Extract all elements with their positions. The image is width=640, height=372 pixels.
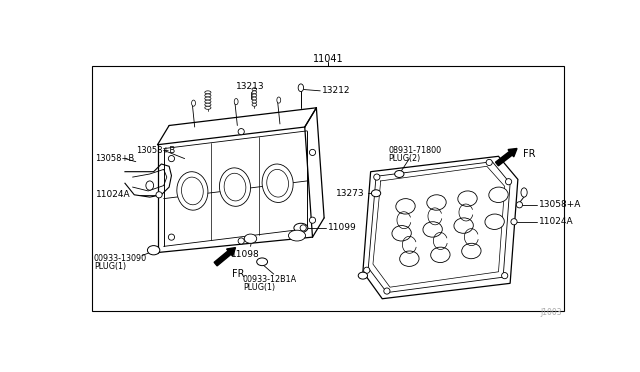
Ellipse shape (358, 272, 367, 279)
Text: 11098: 11098 (231, 250, 260, 259)
Ellipse shape (224, 173, 246, 201)
Text: 13212: 13212 (322, 86, 350, 95)
Ellipse shape (262, 164, 293, 202)
Ellipse shape (489, 187, 508, 202)
Ellipse shape (252, 97, 257, 100)
Ellipse shape (289, 230, 305, 241)
Text: PLUG(2): PLUG(2) (388, 154, 420, 163)
Ellipse shape (392, 225, 412, 241)
Text: 11024A: 11024A (539, 217, 573, 226)
Circle shape (238, 129, 244, 135)
Circle shape (309, 150, 316, 155)
Ellipse shape (220, 168, 250, 206)
Ellipse shape (267, 169, 289, 197)
Ellipse shape (252, 103, 257, 106)
Ellipse shape (182, 177, 204, 205)
Ellipse shape (277, 97, 281, 103)
Text: 13058+B: 13058+B (95, 154, 135, 163)
Bar (92, 66, 564, 311)
Ellipse shape (521, 188, 527, 197)
Ellipse shape (371, 190, 381, 197)
Ellipse shape (461, 243, 481, 259)
Ellipse shape (146, 181, 154, 190)
Ellipse shape (485, 214, 504, 230)
Text: 13058+B: 13058+B (136, 147, 175, 155)
Ellipse shape (298, 84, 303, 92)
Ellipse shape (205, 94, 211, 97)
Ellipse shape (244, 234, 257, 243)
Circle shape (374, 174, 380, 180)
Ellipse shape (257, 258, 268, 266)
Ellipse shape (423, 222, 442, 237)
Ellipse shape (431, 247, 450, 263)
Ellipse shape (458, 191, 477, 206)
Circle shape (309, 217, 316, 223)
Circle shape (168, 155, 175, 162)
Circle shape (511, 219, 517, 225)
Ellipse shape (252, 94, 257, 97)
Ellipse shape (395, 170, 404, 177)
FancyArrow shape (495, 148, 517, 166)
Circle shape (300, 225, 307, 231)
Ellipse shape (147, 246, 160, 255)
Text: 13273: 13273 (336, 189, 364, 198)
Ellipse shape (252, 100, 257, 103)
Circle shape (486, 159, 492, 166)
Ellipse shape (294, 223, 308, 232)
Ellipse shape (396, 199, 415, 214)
Circle shape (506, 179, 511, 185)
Ellipse shape (427, 195, 446, 210)
Polygon shape (363, 156, 518, 299)
Ellipse shape (234, 99, 238, 105)
Text: FR: FR (232, 269, 244, 279)
Ellipse shape (252, 91, 257, 94)
Text: 13058+A: 13058+A (539, 200, 581, 209)
Ellipse shape (454, 218, 474, 233)
Ellipse shape (205, 97, 211, 100)
Circle shape (516, 202, 522, 208)
Ellipse shape (400, 251, 419, 266)
Ellipse shape (205, 106, 211, 109)
Ellipse shape (205, 103, 211, 106)
Text: J1003: J1003 (540, 308, 562, 317)
Text: 00933-13090: 00933-13090 (94, 254, 147, 263)
Text: 11041: 11041 (313, 54, 343, 64)
Ellipse shape (252, 88, 257, 91)
Text: 11024A: 11024A (95, 190, 130, 199)
Text: 11099: 11099 (328, 224, 356, 232)
FancyArrow shape (214, 248, 236, 266)
Ellipse shape (177, 172, 208, 210)
Text: 00933-12B1A: 00933-12B1A (243, 275, 297, 284)
Circle shape (156, 192, 162, 198)
Circle shape (384, 288, 390, 294)
Circle shape (502, 273, 508, 279)
Ellipse shape (191, 100, 195, 106)
Text: 08931-71800: 08931-71800 (388, 147, 442, 155)
Ellipse shape (205, 91, 211, 94)
Text: FR: FR (524, 149, 536, 159)
Text: PLUG(1): PLUG(1) (243, 283, 275, 292)
Text: PLUG(1): PLUG(1) (94, 262, 126, 271)
Circle shape (238, 238, 244, 244)
Circle shape (168, 234, 175, 240)
Circle shape (364, 267, 370, 273)
Text: 13213: 13213 (236, 83, 265, 92)
Ellipse shape (205, 100, 211, 103)
